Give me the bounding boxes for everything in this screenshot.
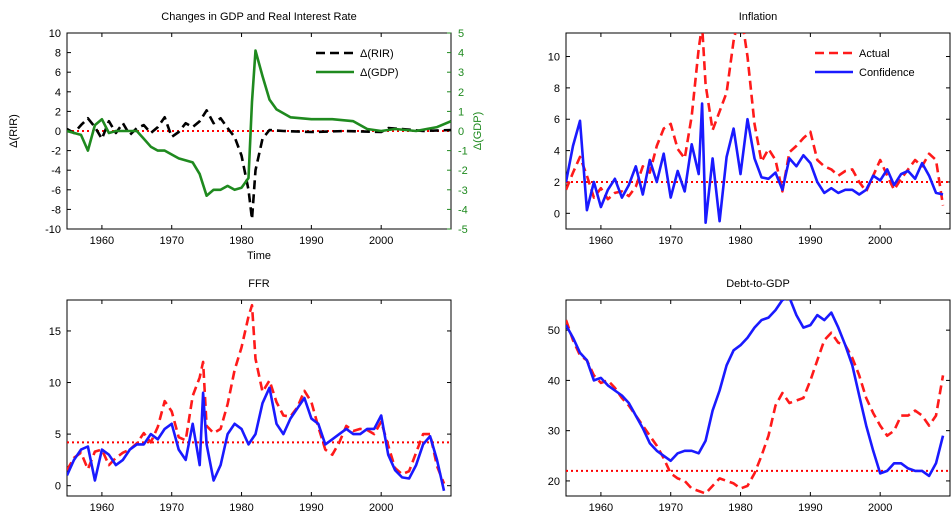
x-tick-label: 1990 (299, 235, 323, 247)
y-tick-label: 0 (55, 126, 61, 138)
y2-tick-label: 2 (458, 87, 464, 99)
y-tick-label: -10 (45, 224, 61, 236)
y-tick-label: 8 (55, 48, 61, 60)
series-line-confidence (566, 300, 945, 478)
panel-3: Debt-to-GDP 1960 1970 1980 1990 2000 20 30 40 50 (548, 278, 951, 514)
y-tick-label: 2 (554, 177, 560, 189)
x-tick-label: 1960 (90, 235, 114, 247)
plot-area (566, 300, 950, 495)
panel-0: Changes in GDP and Real Interest Rate 196… (8, 11, 484, 262)
y2-tick-label: -5 (458, 224, 468, 236)
x-tick-label: 1970 (159, 235, 183, 247)
x-axis-label: Time (247, 250, 271, 262)
y2-tick-label: 1 (458, 106, 464, 118)
x-tick-label: 1960 (90, 502, 114, 514)
x-tick-label: 1980 (728, 502, 752, 514)
chart-title: Changes in GDP and Real Interest Rate (161, 11, 356, 23)
y-tick-label: 20 (548, 476, 560, 488)
series-line-actual (566, 33, 945, 206)
y-tick-label: 0 (554, 208, 560, 220)
chart-title: Debt-to-GDP (726, 278, 790, 290)
x-tick-label: 1990 (798, 235, 822, 247)
series-line--rir- (67, 109, 451, 221)
panel-2: FFR 1960 1970 1980 1990 2000 0 5 10 15 (49, 278, 452, 514)
x-tick-label: 1960 (589, 502, 613, 514)
y-tick-label: 40 (548, 375, 560, 387)
legend-label: Confidence (859, 67, 915, 79)
y2-tick-label: 4 (458, 48, 464, 60)
y2-tick-label: 5 (458, 28, 464, 40)
y2-tick-label: -1 (458, 146, 468, 158)
plot-frame (66, 299, 452, 497)
y-tick-label: -6 (51, 185, 61, 197)
y-tick-label: -4 (51, 165, 61, 177)
y2-tick-label: 0 (458, 126, 464, 138)
y-tick-label: 6 (55, 67, 61, 79)
legend-label: Actual (859, 48, 890, 60)
legend-label: Δ(RIR) (360, 48, 394, 60)
y-axis-label: Δ(RIR) (8, 114, 20, 148)
series-line--gdp- (67, 49, 451, 197)
y2-axis-label: Δ(GDP) (472, 112, 484, 151)
y-tick-label: 5 (55, 429, 61, 441)
y-tick-label: 15 (49, 326, 61, 338)
plot-frame (565, 32, 951, 230)
y2-tick-label: -3 (458, 185, 468, 197)
plot-area (67, 49, 451, 221)
x-tick-label: 1990 (299, 502, 323, 514)
x-tick-label: 1990 (798, 502, 822, 514)
y-tick-label: 4 (55, 87, 61, 99)
chart-title: Inflation (739, 11, 778, 23)
x-tick-label: 1970 (159, 502, 183, 514)
y-tick-label: -8 (51, 204, 61, 216)
y-tick-label: 8 (554, 83, 560, 95)
legend: Δ(RIR) Δ(GDP) (316, 48, 399, 79)
y-tick-label: 50 (548, 325, 560, 337)
x-tick-label: 1980 (728, 235, 752, 247)
y-tick-label: 2 (55, 106, 61, 118)
x-tick-label: 2000 (369, 502, 393, 514)
y-tick-label: 30 (548, 426, 560, 438)
x-tick-label: 1980 (229, 235, 253, 247)
series-line-confidence (566, 102, 944, 224)
x-tick-label: 1970 (658, 235, 682, 247)
y-tick-label: 10 (548, 52, 560, 64)
plot-area (67, 303, 451, 492)
y2-tick-label: -2 (458, 165, 468, 177)
legend: Actual Confidence (815, 48, 915, 79)
x-tick-label: 1970 (658, 502, 682, 514)
y-tick-label: -2 (51, 146, 61, 158)
panel-1: Inflation 1960 1970 1980 1990 2000 0 2 4 6 8 10 Actu… (548, 11, 951, 247)
legend-label: Δ(GDP) (360, 67, 399, 79)
y2-tick-label: 3 (458, 67, 464, 79)
y-tick-label: 10 (49, 28, 61, 40)
x-tick-label: 2000 (868, 502, 892, 514)
y-tick-label: 0 (55, 481, 61, 493)
y2-tick-label: -4 (458, 204, 468, 216)
x-tick-label: 2000 (369, 235, 393, 247)
y-tick-label: 4 (554, 146, 560, 158)
x-tick-label: 2000 (868, 235, 892, 247)
x-tick-label: 1980 (229, 502, 253, 514)
x-tick-label: 1960 (589, 235, 613, 247)
plot-area (566, 33, 950, 224)
y-tick-label: 6 (554, 114, 560, 126)
series-line-confidence (67, 386, 446, 492)
chart-title: FFR (248, 278, 269, 290)
y-tick-label: 10 (49, 378, 61, 390)
